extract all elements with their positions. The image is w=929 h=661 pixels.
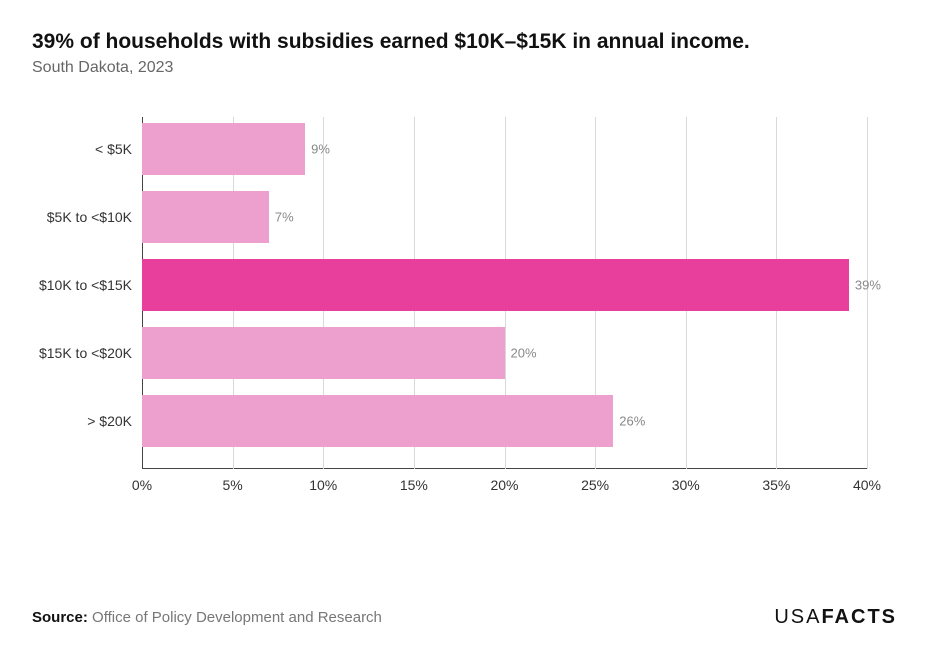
bar-row: $5K to <$10K7%: [142, 191, 269, 243]
bar-value-label: 26%: [613, 414, 645, 429]
bar-value-label: 39%: [849, 278, 881, 293]
x-tick-label: 15%: [400, 469, 428, 493]
category-label: < $5K: [32, 141, 142, 157]
x-tick-label: 40%: [853, 469, 881, 493]
x-tick-label: 35%: [762, 469, 790, 493]
bar: [142, 259, 849, 311]
x-tick-label: 30%: [672, 469, 700, 493]
bar-value-label: 9%: [305, 142, 330, 157]
bar: [142, 327, 505, 379]
chart-title: 39% of households with subsidies earned …: [32, 28, 897, 55]
source-label: Source:: [32, 609, 88, 626]
bar-row: $10K to <$15K39%: [142, 259, 849, 311]
plot-region: 0%5%10%15%20%25%30%35%40%< $5K9%$5K to <…: [142, 117, 867, 469]
bar: [142, 191, 269, 243]
logo-thin: USA: [774, 606, 821, 628]
chart-area: 0%5%10%15%20%25%30%35%40%< $5K9%$5K to <…: [32, 117, 897, 497]
source-attribution: Source: Office of Policy Development and…: [32, 609, 382, 626]
gridline: [867, 117, 868, 469]
x-tick-label: 25%: [581, 469, 609, 493]
bar-row: > $20K26%: [142, 395, 613, 447]
category-label: $15K to <$20K: [32, 345, 142, 361]
x-tick-label: 20%: [490, 469, 518, 493]
usafacts-logo: USAFACTS: [774, 606, 897, 629]
bar-row: < $5K9%: [142, 123, 305, 175]
bar-row: $15K to <$20K20%: [142, 327, 505, 379]
category-label: $5K to <$10K: [32, 209, 142, 225]
chart-footer: Source: Office of Policy Development and…: [32, 606, 897, 629]
chart-subtitle: South Dakota, 2023: [32, 59, 897, 77]
bar: [142, 395, 613, 447]
x-tick-label: 5%: [223, 469, 243, 493]
x-tick-label: 10%: [309, 469, 337, 493]
logo-bold: FACTS: [821, 606, 897, 628]
bar-value-label: 20%: [505, 346, 537, 361]
source-text: Office of Policy Development and Researc…: [92, 609, 382, 626]
bar: [142, 123, 305, 175]
category-label: > $20K: [32, 413, 142, 429]
x-tick-label: 0%: [132, 469, 152, 493]
category-label: $10K to <$15K: [32, 277, 142, 293]
bar-value-label: 7%: [269, 210, 294, 225]
